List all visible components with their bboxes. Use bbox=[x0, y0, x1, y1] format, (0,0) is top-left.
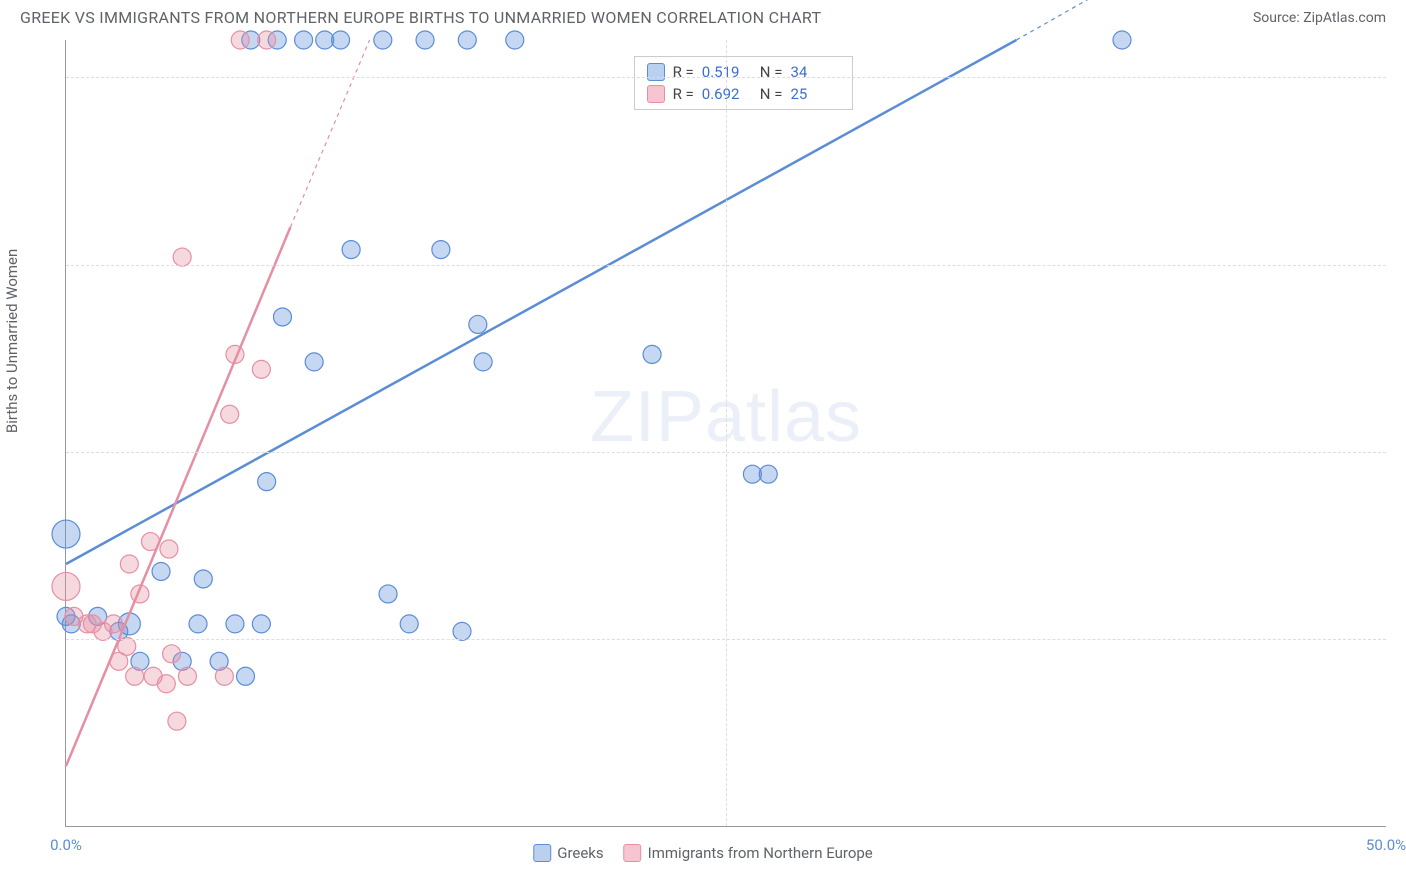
y-axis-label: Births to Unmarried Women bbox=[3, 249, 21, 433]
x-tick-label: 50.0% bbox=[1366, 836, 1406, 854]
data-point bbox=[120, 555, 138, 573]
data-point bbox=[273, 308, 291, 326]
data-point bbox=[194, 570, 212, 588]
stats-legend-row: R =0.519N =34 bbox=[647, 61, 841, 83]
data-point bbox=[105, 615, 123, 633]
data-point bbox=[474, 353, 492, 371]
data-point bbox=[231, 31, 249, 49]
data-point bbox=[226, 615, 244, 633]
series-name: Immigrants from Northern Europe bbox=[648, 844, 873, 862]
data-point bbox=[237, 667, 255, 685]
data-point bbox=[178, 667, 196, 685]
data-point bbox=[215, 667, 233, 685]
data-point bbox=[400, 615, 418, 633]
data-point bbox=[168, 712, 186, 730]
data-point bbox=[295, 31, 313, 49]
data-point bbox=[332, 31, 350, 49]
y-tick-label: 75.0% bbox=[1396, 256, 1406, 274]
y-tick-label: 50.0% bbox=[1396, 443, 1406, 461]
data-point bbox=[52, 520, 80, 548]
data-point bbox=[163, 645, 181, 663]
chart-header: GREEK VS IMMIGRANTS FROM NORTHERN EUROPE… bbox=[0, 0, 1406, 31]
data-point bbox=[126, 667, 144, 685]
series-legend-item: Immigrants from Northern Europe bbox=[624, 844, 873, 862]
data-point bbox=[52, 572, 80, 600]
data-point bbox=[258, 31, 276, 49]
data-point bbox=[189, 615, 207, 633]
trend-line-dash bbox=[290, 40, 369, 227]
data-point bbox=[759, 465, 777, 483]
data-point bbox=[118, 637, 136, 655]
legend-n-label: N = bbox=[760, 85, 783, 103]
legend-r-label: R = bbox=[673, 85, 694, 103]
trend-line bbox=[66, 40, 1016, 564]
data-point bbox=[342, 241, 360, 259]
legend-swatch bbox=[647, 85, 665, 103]
data-point bbox=[252, 615, 270, 633]
series-name: Greeks bbox=[557, 844, 603, 862]
y-tick-label: 25.0% bbox=[1396, 630, 1406, 648]
data-point bbox=[152, 562, 170, 580]
series-legend: Greeks Immigrants from Northern Europe bbox=[533, 844, 873, 862]
series-legend-item: Greeks bbox=[533, 844, 603, 862]
data-point bbox=[173, 248, 191, 266]
data-point bbox=[1113, 31, 1131, 49]
stats-legend: R =0.519N =34R =0.692N =25 bbox=[634, 56, 854, 110]
data-point bbox=[374, 31, 392, 49]
legend-swatch bbox=[533, 844, 551, 862]
data-point bbox=[453, 622, 471, 640]
data-point bbox=[252, 360, 270, 378]
gridline-v bbox=[726, 40, 727, 826]
data-point bbox=[416, 31, 434, 49]
data-point bbox=[157, 675, 175, 693]
x-tick-label: 0.0% bbox=[50, 836, 82, 854]
data-point bbox=[432, 241, 450, 259]
trend-line bbox=[66, 227, 290, 766]
plot-region: ZIPatlas R =0.519N =34R =0.692N =25 25.0… bbox=[65, 40, 1386, 827]
data-point bbox=[458, 31, 476, 49]
chart-area: Births to Unmarried Women ZIPatlas R =0.… bbox=[20, 40, 1386, 882]
data-point bbox=[469, 315, 487, 333]
data-point bbox=[643, 345, 661, 363]
data-point bbox=[221, 405, 239, 423]
chart-source: Source: ZipAtlas.com bbox=[1253, 10, 1386, 26]
data-point bbox=[160, 540, 178, 558]
data-point bbox=[379, 585, 397, 603]
stats-legend-row: R =0.692N =25 bbox=[647, 83, 841, 105]
data-point bbox=[506, 31, 524, 49]
legend-swatch bbox=[624, 844, 642, 862]
legend-n-value: 25 bbox=[790, 85, 840, 103]
y-tick-label: 100.0% bbox=[1396, 68, 1406, 86]
data-point bbox=[305, 353, 323, 371]
data-point bbox=[258, 473, 276, 491]
chart-title: GREEK VS IMMIGRANTS FROM NORTHERN EUROPE… bbox=[20, 8, 821, 27]
